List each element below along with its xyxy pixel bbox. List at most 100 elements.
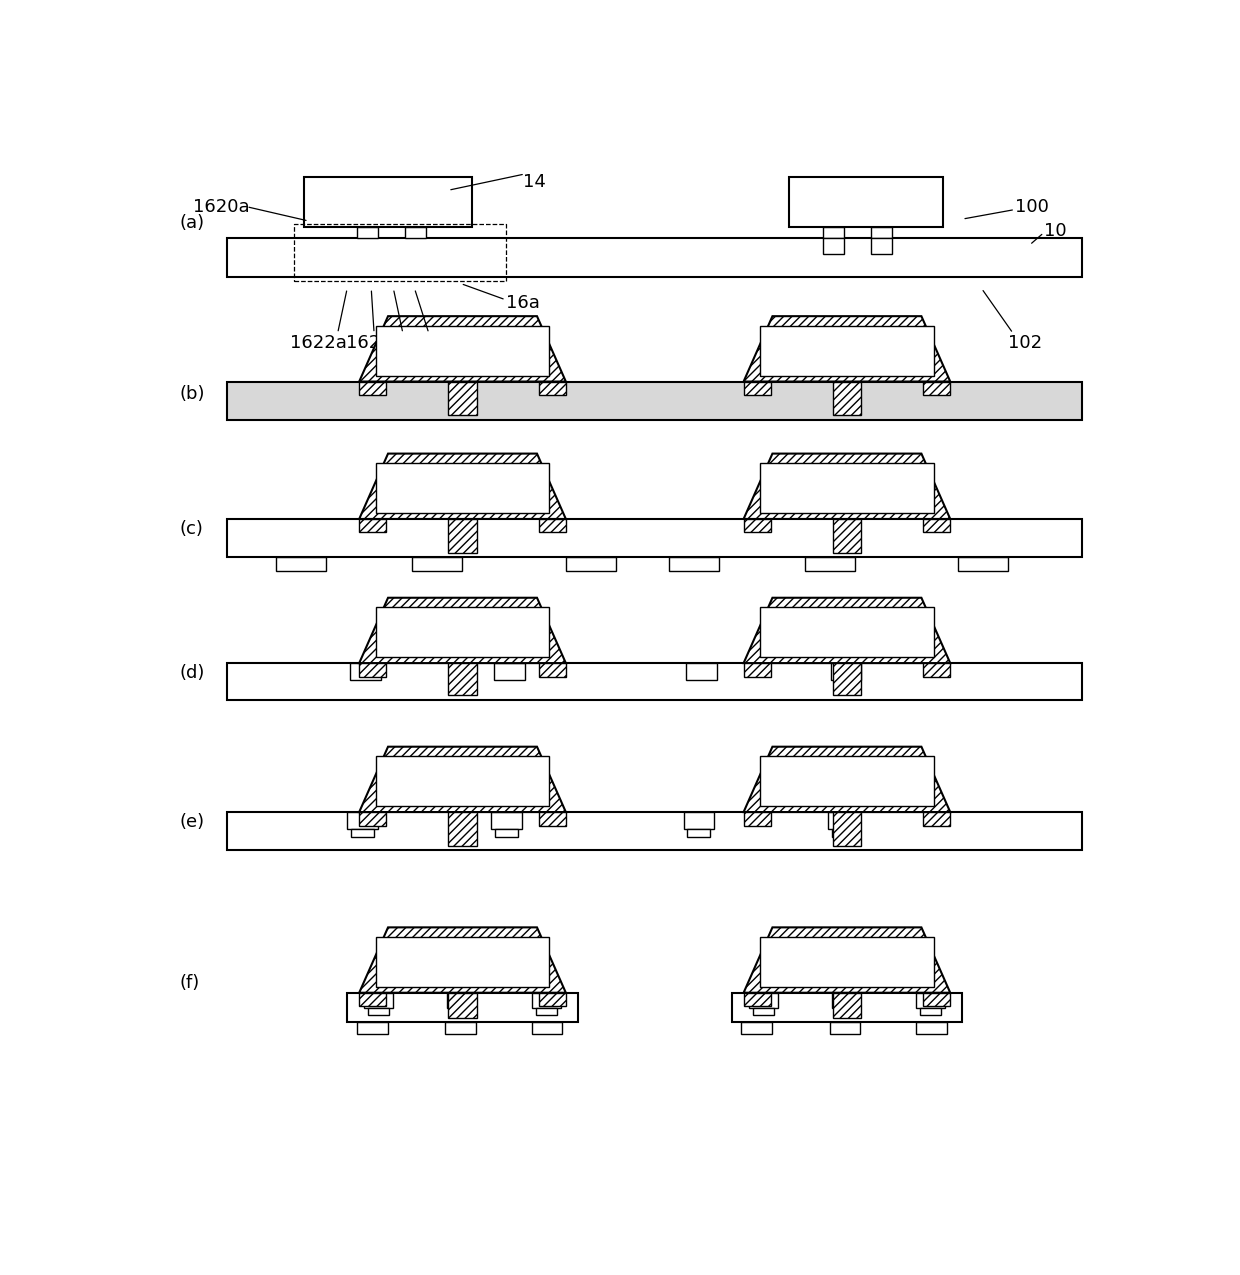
Text: 140: 140 [409,334,443,352]
Bar [749,993,777,1009]
Bar [536,1009,557,1015]
Bar [227,381,1083,419]
Bar [368,1009,389,1015]
Bar [916,1021,947,1034]
Polygon shape [744,381,770,395]
Polygon shape [360,519,386,533]
Bar [687,663,717,681]
Polygon shape [924,519,950,533]
Bar [347,993,578,1021]
Bar [376,463,549,513]
Bar [227,519,1083,557]
Bar [742,1021,773,1034]
Polygon shape [744,747,950,812]
Bar [805,557,854,571]
Text: 102: 102 [1008,334,1042,352]
Bar [753,1009,774,1015]
Polygon shape [924,663,950,677]
Bar [412,557,461,571]
Text: (a): (a) [179,214,205,232]
Polygon shape [360,598,565,663]
Bar [277,557,326,571]
Bar [567,557,616,571]
Polygon shape [360,316,565,381]
Bar [670,557,719,571]
Bar [351,829,374,836]
Bar [832,993,861,1009]
Polygon shape [832,663,862,695]
Polygon shape [539,381,565,395]
Polygon shape [360,927,565,993]
Bar [350,663,381,681]
Bar [365,993,393,1009]
Text: 162a: 162a [346,334,391,352]
Bar [445,1021,476,1034]
Bar [357,1021,388,1034]
Bar [304,177,472,227]
Text: 10: 10 [1044,222,1066,240]
Bar [870,238,892,254]
Bar [823,227,844,238]
Bar [828,812,858,829]
Bar [491,812,522,829]
Polygon shape [744,663,770,677]
Polygon shape [744,316,950,381]
Bar [357,227,378,238]
Text: 14: 14 [523,173,546,191]
Polygon shape [744,927,950,993]
Polygon shape [744,519,770,533]
Bar [832,829,854,836]
Polygon shape [539,663,565,677]
Bar [920,1009,941,1015]
Polygon shape [832,519,862,552]
Bar [760,607,934,658]
Polygon shape [448,663,477,695]
Polygon shape [539,993,565,1006]
Polygon shape [539,519,565,533]
Polygon shape [924,381,950,395]
Bar [836,1009,857,1015]
Text: (b): (b) [179,385,205,403]
Bar [227,812,1083,850]
Polygon shape [448,519,477,552]
Bar [376,607,549,658]
Bar [227,238,1083,277]
Text: (d): (d) [179,664,205,682]
Bar [347,812,378,829]
Polygon shape [448,381,477,416]
Polygon shape [832,993,862,1017]
Text: 1622a: 1622a [290,334,347,352]
Bar [916,993,945,1009]
Bar [687,829,711,836]
Polygon shape [744,812,770,825]
Text: 1620a: 1620a [193,198,250,215]
Bar [495,829,518,836]
Polygon shape [744,993,770,1006]
Text: (e): (e) [179,812,205,830]
Bar [831,663,862,681]
Bar [448,993,476,1009]
Bar [227,663,1083,700]
Text: 100: 100 [1016,198,1049,215]
Bar [404,227,427,238]
Bar [376,756,549,806]
Bar [760,756,934,806]
Bar [683,812,714,829]
Polygon shape [539,812,565,825]
Polygon shape [360,663,386,677]
Text: (f): (f) [179,974,200,992]
Bar [451,1009,472,1015]
Polygon shape [360,454,565,519]
Polygon shape [832,812,862,845]
Text: 12: 12 [392,334,414,352]
Bar [760,463,934,513]
Polygon shape [744,454,950,519]
Bar [789,177,942,227]
Bar [830,1021,861,1034]
Polygon shape [448,812,477,845]
Bar [732,993,962,1021]
Bar [532,1021,563,1034]
Bar [376,937,549,987]
Polygon shape [924,812,950,825]
Polygon shape [924,993,950,1006]
